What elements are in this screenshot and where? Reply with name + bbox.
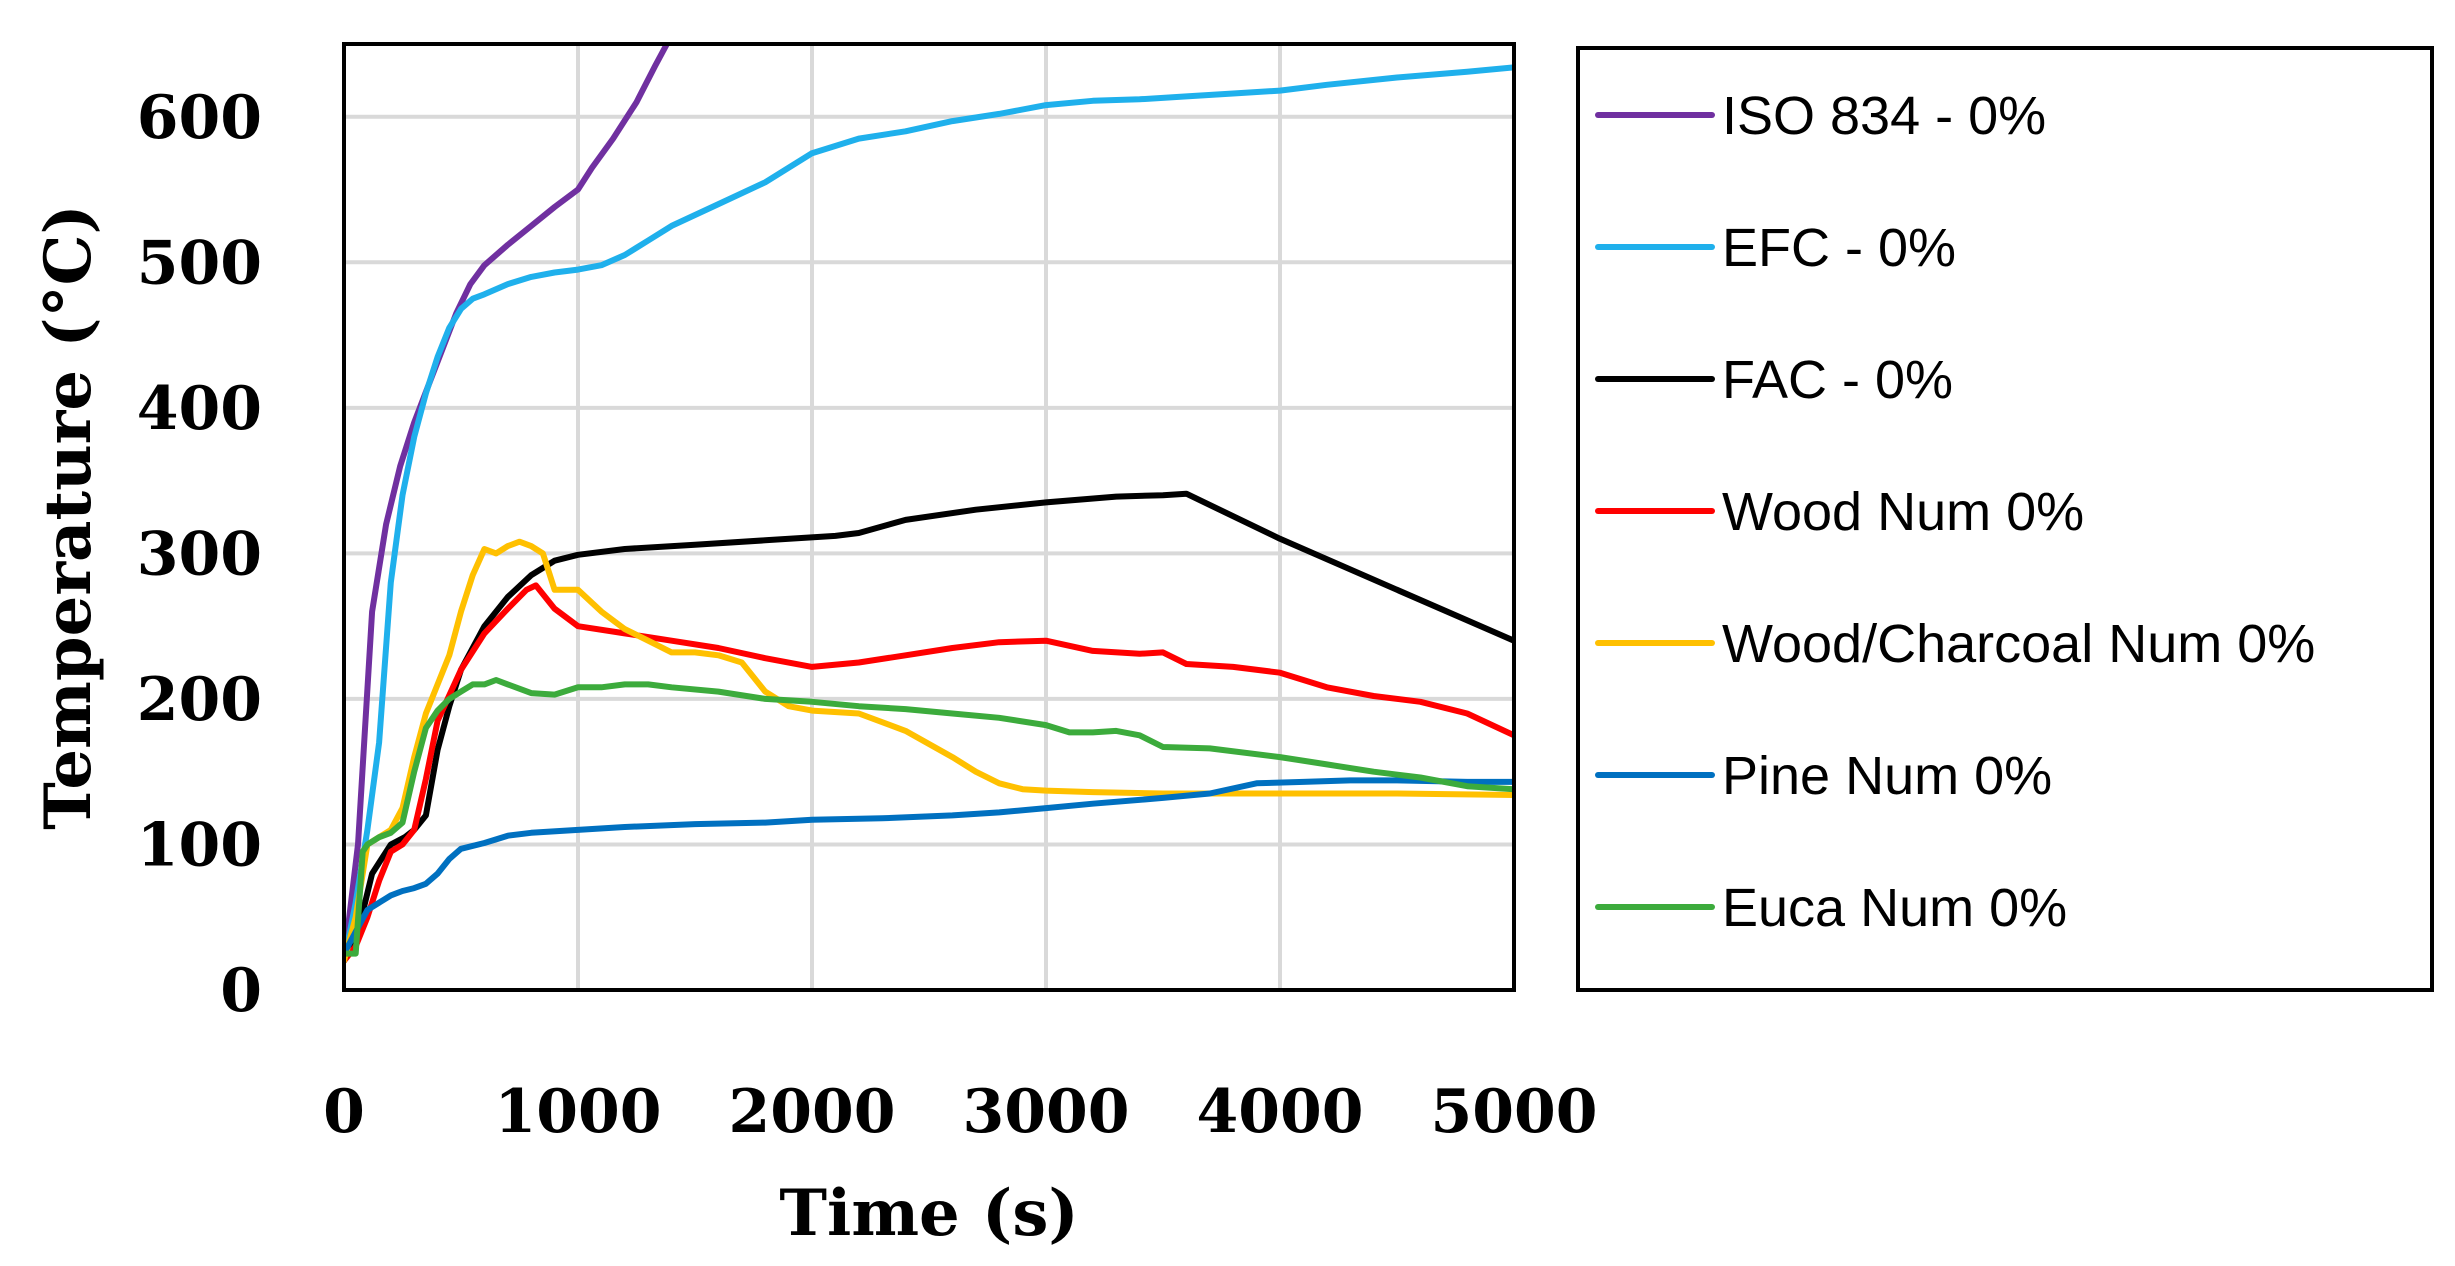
y-tick-label: 200 — [137, 665, 262, 735]
series-line-efc-0 — [344, 64, 1514, 964]
x-tick-label: 0 — [323, 1077, 365, 1147]
y-tick-label: 600 — [137, 83, 262, 153]
series-line-wood-charcoal-num-0 — [344, 538, 1514, 964]
legend-label-wood-num-0: Wood Num 0% — [1722, 482, 2084, 542]
legend-label-iso-834-0: ISO 834 - 0% — [1722, 86, 2046, 146]
x-tick-label: 1000 — [495, 1077, 662, 1147]
x-tick-label: 2000 — [729, 1077, 896, 1147]
x-tick-label: 3000 — [963, 1077, 1130, 1147]
legend-label-efc-0: EFC - 0% — [1722, 218, 1956, 278]
legend-label-euca-num-0: Euca Num 0% — [1722, 878, 2067, 938]
legend-box — [1576, 46, 2434, 992]
legend-label-fac-0: FAC - 0% — [1722, 350, 1953, 410]
y-tick-label: 500 — [137, 228, 262, 298]
legend-label-wood-charcoal-num-0: Wood/Charcoal Num 0% — [1722, 614, 2315, 674]
y-axis-title: Temperature (°C) — [31, 204, 106, 830]
series-line-pine-num-0 — [344, 777, 1514, 957]
series-line-iso-834-0 — [344, 44, 670, 964]
series-line-wood-num-0 — [344, 582, 1514, 964]
tick-labels: 0 1000 2000 3000 4000 5000 0 100 200 300 400 500 600 — [137, 83, 1598, 1147]
y-tick-label: 300 — [137, 519, 262, 589]
legend: ISO 834 - 0% EFC - 0% FAC - 0% Wood Num 0% W… — [1595, 86, 2315, 938]
plot-area-frame — [342, 42, 1516, 992]
y-tick-label: 0 — [220, 956, 262, 1026]
legend-label-pine-num-0: Pine Num 0% — [1722, 746, 2052, 806]
series-layer — [344, 44, 1514, 964]
series-line-euca-num-0 — [344, 677, 1514, 957]
x-tick-label: 5000 — [1431, 1077, 1598, 1147]
y-tick-label: 100 — [137, 810, 262, 880]
x-tick-label: 4000 — [1197, 1077, 1364, 1147]
x-axis-title: Time (s) — [779, 1176, 1078, 1251]
y-tick-label: 400 — [137, 374, 262, 444]
